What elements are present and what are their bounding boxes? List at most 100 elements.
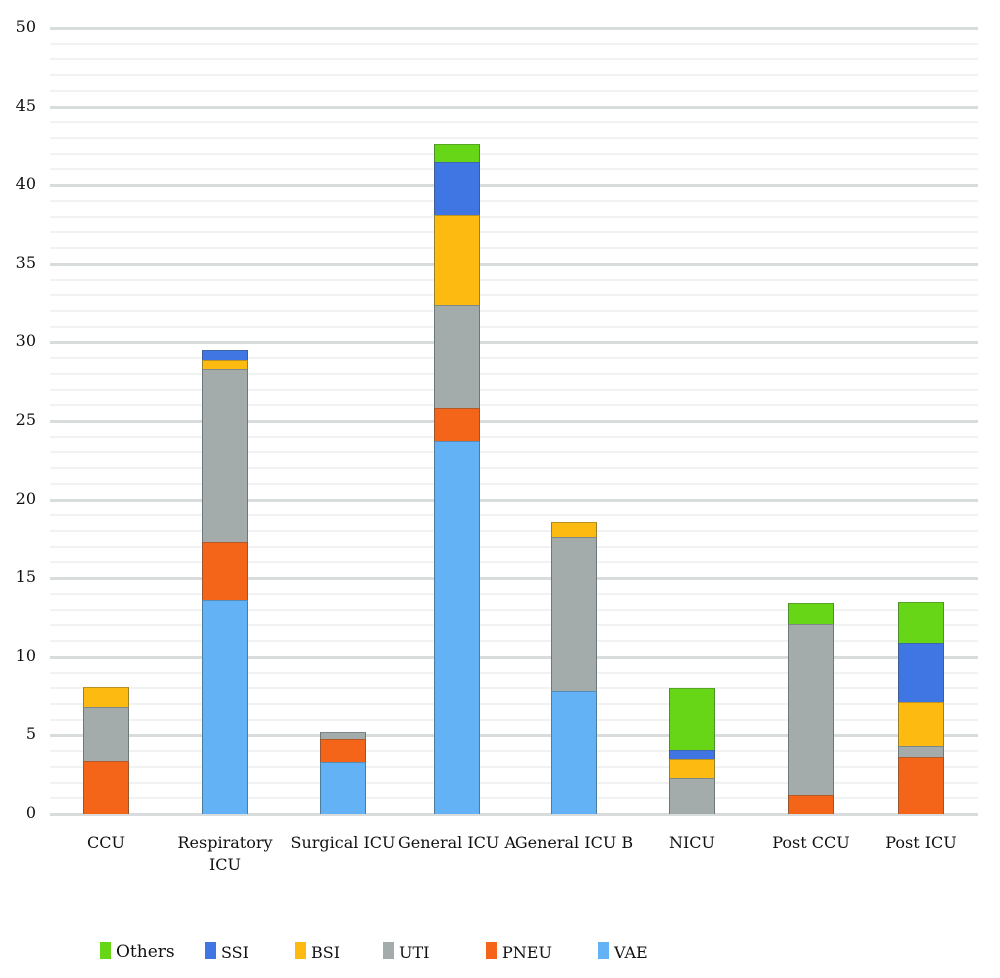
segment-ssi [898,642,944,703]
minor-gridline [50,121,978,124]
minor-gridline [50,215,978,218]
minor-gridline [50,514,978,517]
minor-gridline [50,545,978,548]
segment-others [898,601,944,643]
segment-uti [202,369,248,543]
bar-respiratory-icu [202,0,248,978]
segment-uti [83,707,129,761]
legend-item-uti: UTI [383,942,429,962]
segment-pneu [83,760,129,814]
legend-item-pneu: PNEU [486,942,552,962]
bar-post-icu [898,0,944,978]
segment-bsi [83,686,129,708]
minor-gridline [50,451,978,454]
segment-uti [788,623,834,796]
segment-bsi [202,359,248,370]
minor-gridline [50,750,978,753]
legend-swatch-icon [100,942,111,959]
minor-gridline [50,640,978,643]
segment-bsi [434,215,480,305]
segment-bsi [669,758,715,778]
minor-gridline [50,765,978,768]
bar-nicu [669,0,715,978]
major-gridline [50,262,978,266]
legend-label: UTI [399,943,430,962]
minor-gridline [50,152,978,155]
y-tick-label: 0 [25,803,36,822]
x-tick-label: CCU [87,833,125,852]
major-gridline [50,498,978,502]
segment-pneu [320,738,366,763]
legend-item-ssi: SSI [205,942,249,962]
minor-gridline [50,199,978,202]
minor-gridline [50,74,978,77]
minor-gridline [50,435,978,438]
bar-general-icu-b [551,0,597,978]
segment-vae [320,762,366,814]
minor-gridline [50,404,978,407]
legend-item-bsi: BSI [295,942,340,962]
minor-gridline [50,42,978,45]
legend-label: PNEU [502,943,552,962]
minor-gridline [50,781,978,784]
minor-gridline [50,58,978,61]
legend-label: BSI [311,943,341,962]
minor-gridline [50,482,978,485]
legend-swatch-icon [383,942,394,959]
bar-post-ccu [788,0,834,978]
minor-gridline [50,278,978,281]
legend-swatch-icon [598,942,609,959]
segment-others [788,603,834,624]
y-tick-label: 5 [25,724,36,744]
minor-gridline [50,608,978,611]
major-gridline [50,655,978,659]
segment-pneu [898,757,944,814]
x-tick-label: NICU [668,833,716,852]
legend-label: SSI [221,943,249,962]
x-tick-label: General ICU B [514,833,634,852]
legend-swatch-icon [295,942,306,959]
segment-ssi [202,350,248,360]
minor-gridline [50,687,978,690]
minor-gridline [50,718,978,721]
minor-gridline [50,561,978,564]
minor-gridline [50,357,978,360]
major-gridline [50,341,978,345]
legend-item-vae: VAE [598,942,648,962]
bar-surgical-icu [320,0,366,978]
major-gridline [50,27,978,30]
y-tick-label: 20 [15,488,36,508]
y-tick-label: 35 [15,252,36,272]
major-gridline [50,105,978,109]
y-tick-label: 30 [15,331,36,351]
segment-uti [320,732,366,739]
minor-gridline [50,309,978,312]
minor-gridline [50,137,978,140]
segment-vae [434,441,480,814]
minor-gridline [50,325,978,328]
minor-gridline [50,467,978,470]
minor-gridline [50,592,978,595]
minor-gridline [50,247,978,250]
legend-swatch-icon [486,942,497,959]
major-gridline [50,420,978,423]
minor-gridline [50,671,978,674]
y-tick-label: 50 [15,17,36,36]
segment-ssi [434,161,480,216]
major-gridline [50,813,978,816]
bar-general-icu-a [434,0,480,978]
minor-gridline [50,168,978,171]
segment-pneu [788,795,834,814]
segment-others [434,144,480,162]
legend-item-others: Others [100,942,175,962]
segment-vae [202,600,248,814]
segment-pneu [202,542,248,601]
segment-ssi [669,749,715,759]
minor-gridline [50,294,978,297]
x-tick-label: General ICU A [397,833,517,852]
segment-uti [669,777,715,814]
segment-vae [551,691,597,814]
legend-swatch-icon [205,942,216,959]
y-tick-label: 10 [15,645,36,665]
segment-pneu [434,408,480,442]
